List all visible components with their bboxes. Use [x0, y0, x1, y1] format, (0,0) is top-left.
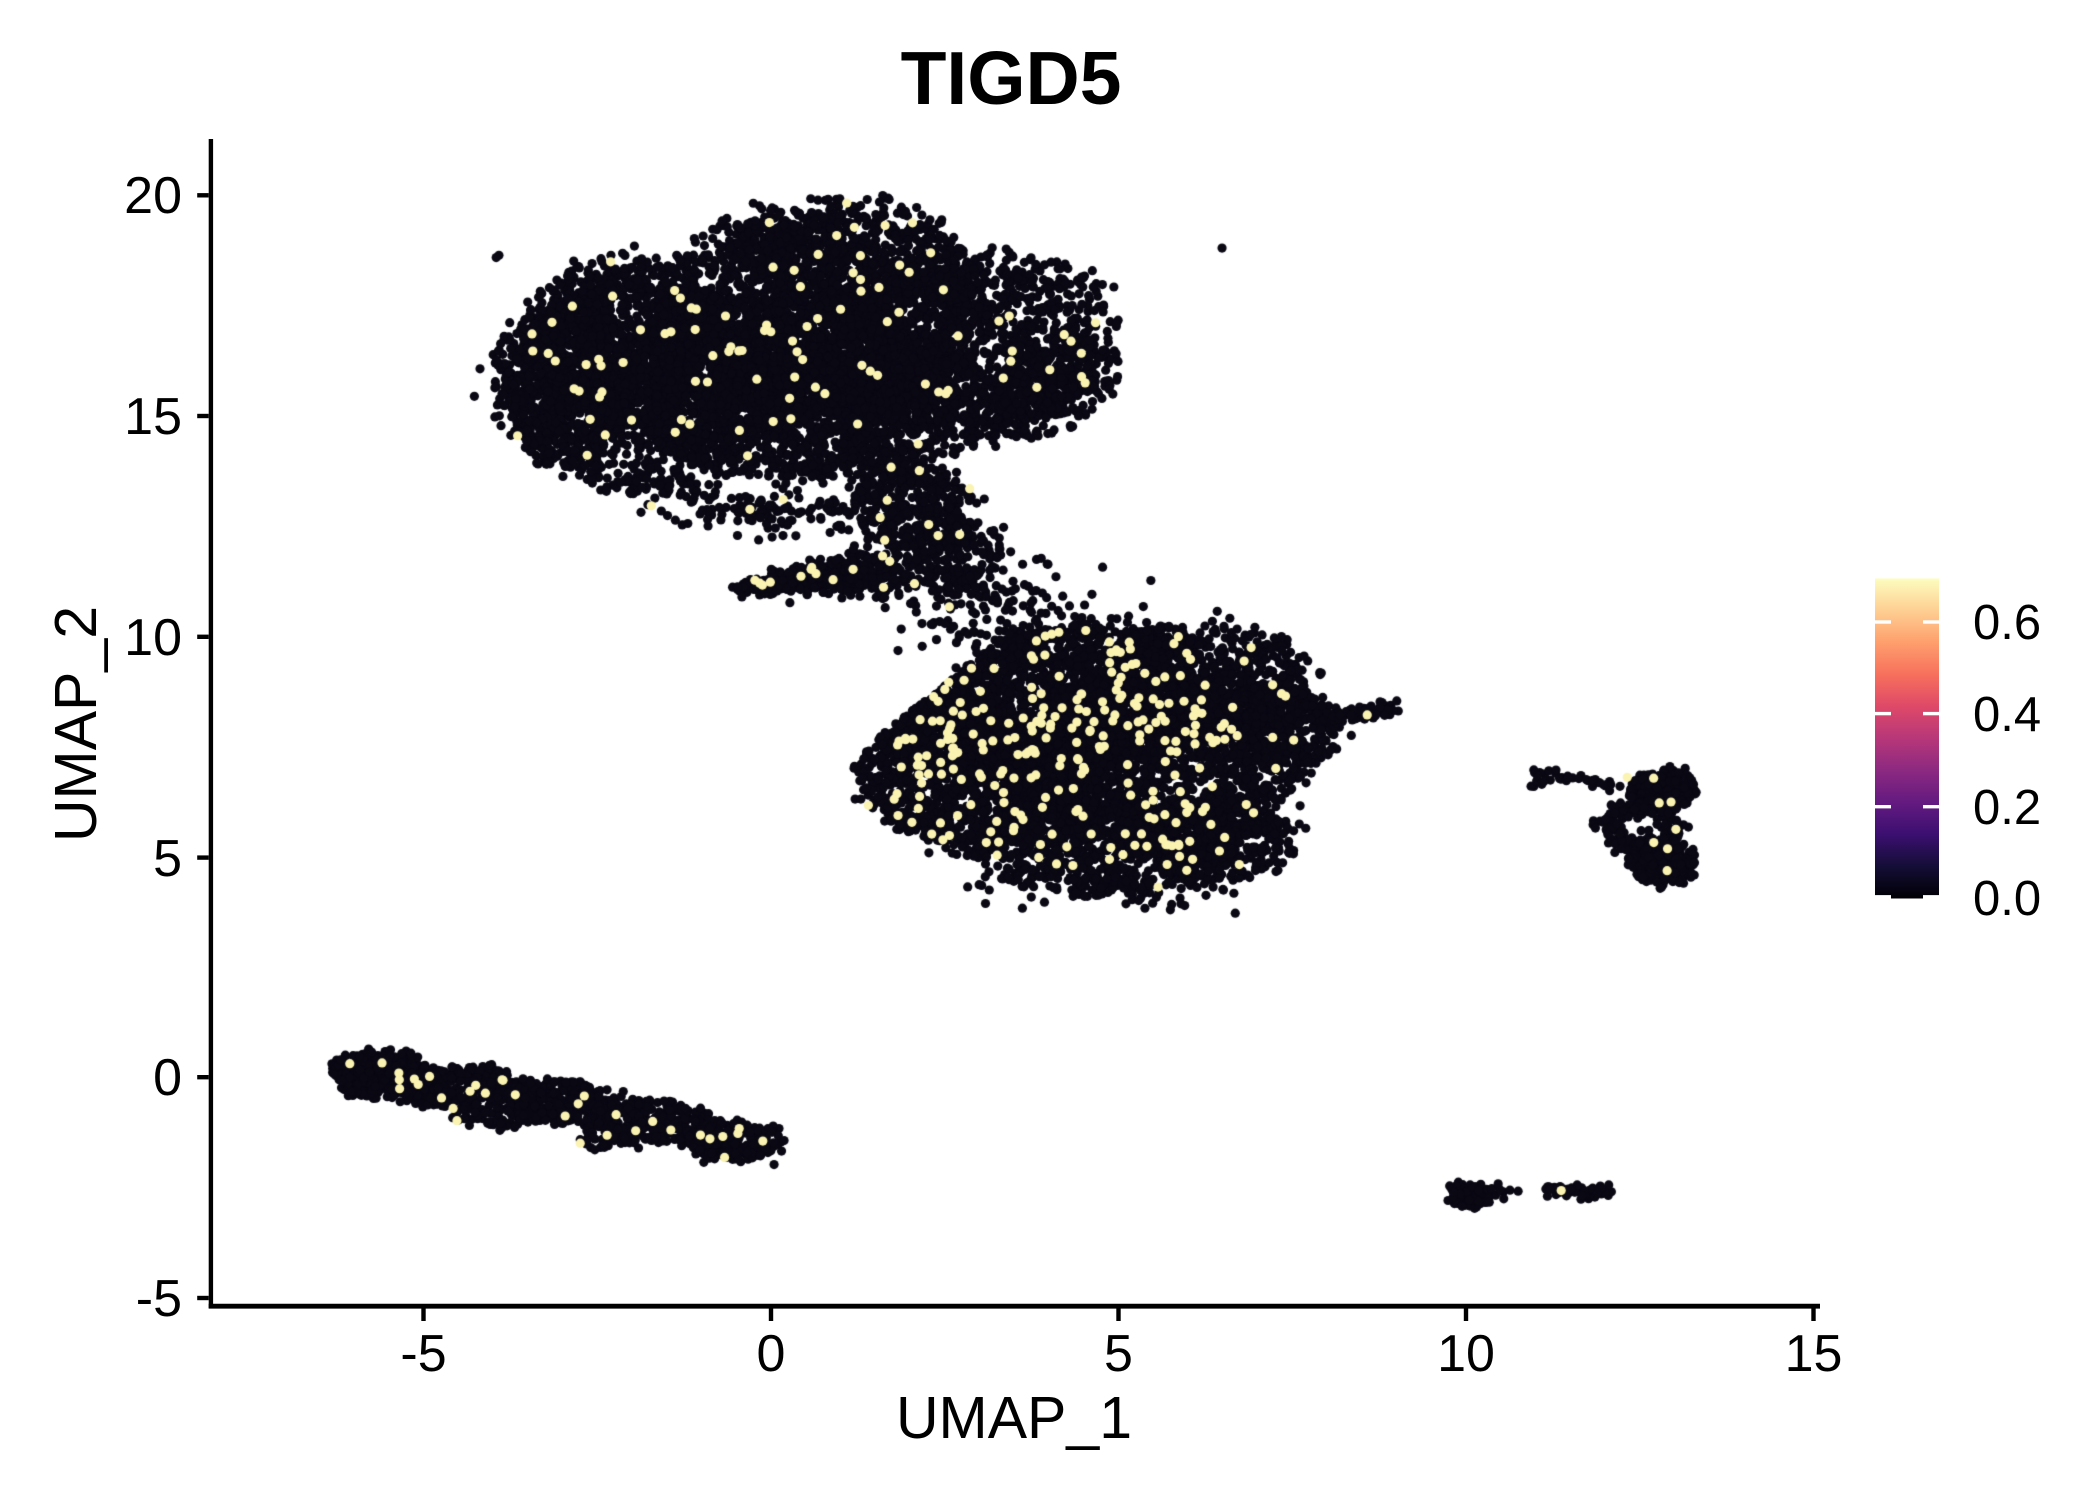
svg-text:TIGD5: TIGD5 — [901, 36, 1122, 120]
svg-text:15: 15 — [1785, 1325, 1843, 1383]
svg-text:0: 0 — [757, 1325, 786, 1383]
svg-text:10: 10 — [124, 609, 182, 667]
svg-text:5: 5 — [153, 830, 182, 888]
svg-text:UMAP_2: UMAP_2 — [43, 606, 109, 842]
svg-text:0.0: 0.0 — [1973, 872, 2041, 926]
svg-text:-5: -5 — [136, 1270, 182, 1328]
svg-text:0.6: 0.6 — [1973, 596, 2041, 650]
svg-text:10: 10 — [1437, 1325, 1495, 1383]
svg-text:20: 20 — [124, 167, 182, 225]
svg-text:5: 5 — [1104, 1325, 1133, 1383]
svg-text:0.4: 0.4 — [1973, 688, 2041, 742]
svg-text:0: 0 — [153, 1049, 182, 1107]
svg-text:UMAP_1: UMAP_1 — [896, 1385, 1132, 1451]
svg-text:15: 15 — [124, 388, 182, 446]
svg-text:-5: -5 — [400, 1325, 446, 1383]
svg-text:0.2: 0.2 — [1973, 781, 2041, 835]
